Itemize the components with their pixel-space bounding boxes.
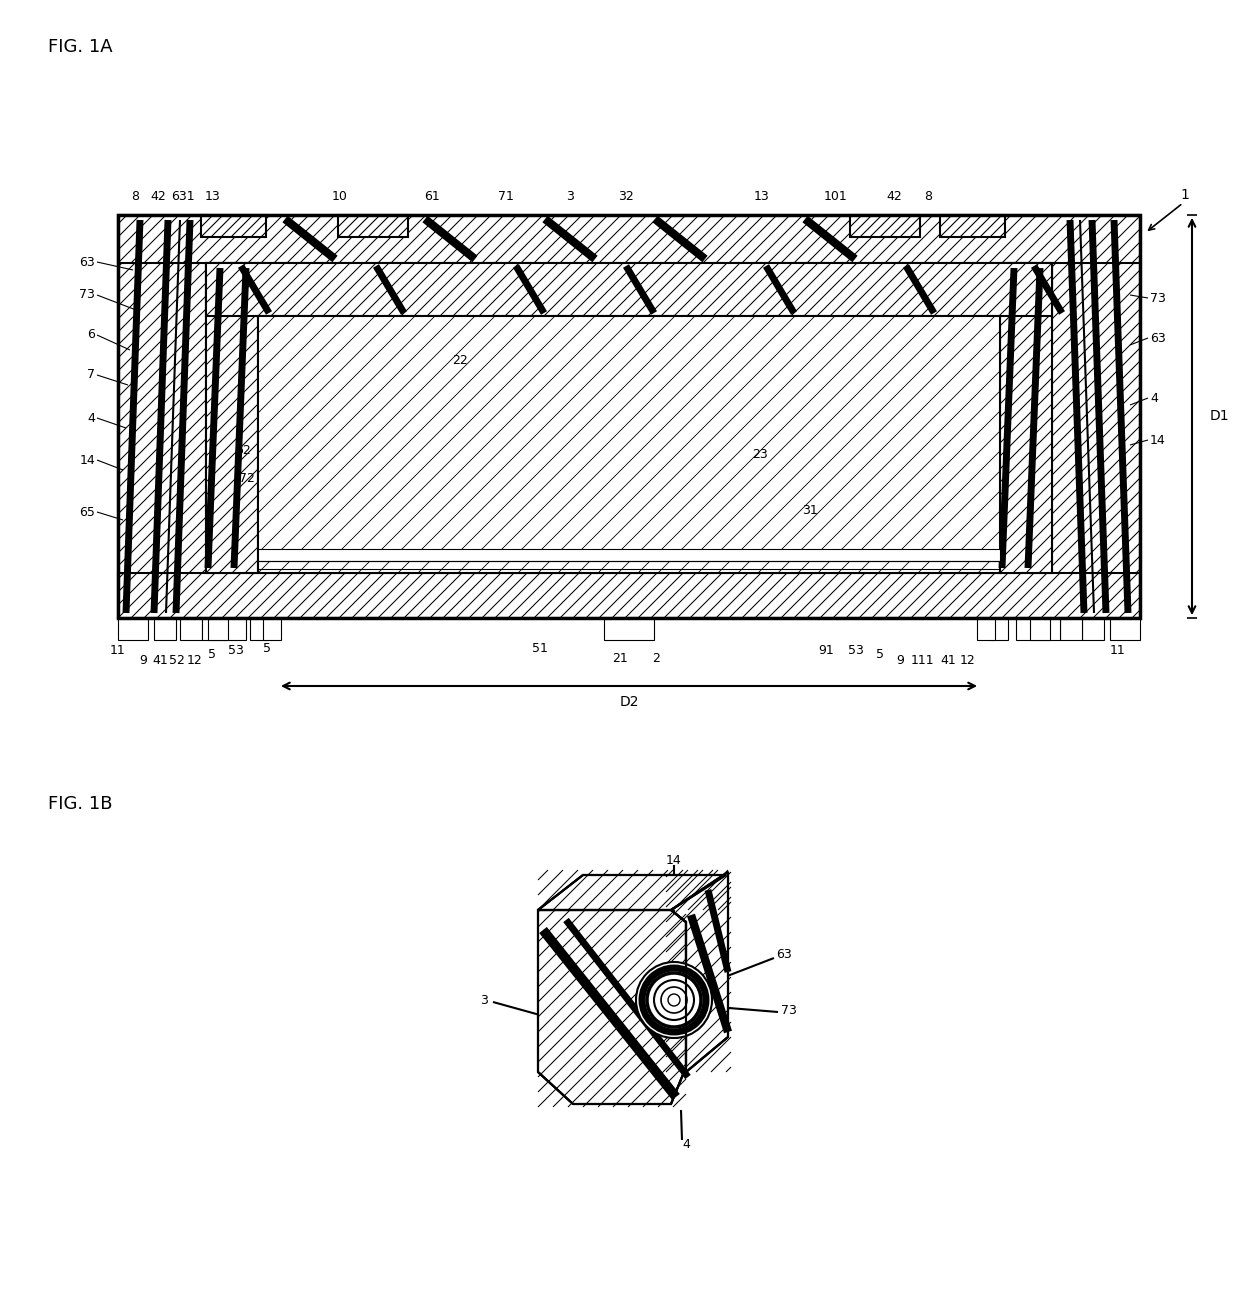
Bar [118,215,206,618]
Text: 10: 10 [332,190,348,203]
Circle shape [636,962,712,1038]
Text: 63: 63 [776,948,792,961]
Text: 73: 73 [1149,292,1166,305]
Bar [201,215,267,237]
Text: 1: 1 [1180,188,1189,202]
Text: 4: 4 [1149,391,1158,404]
Bar [224,618,246,640]
Text: 2: 2 [652,652,660,665]
Text: 14: 14 [1149,433,1166,446]
Text: 41: 41 [153,653,167,666]
Text: 72: 72 [239,472,255,485]
Text: 13: 13 [754,190,770,203]
Text: 73: 73 [781,1004,797,1017]
Polygon shape [671,872,728,1072]
Text: 73: 73 [79,288,95,301]
Text: 21: 21 [613,652,627,665]
Bar [118,215,1140,618]
Bar [1030,618,1050,640]
Bar [1060,618,1083,640]
Text: 31: 31 [802,503,818,516]
Text: 53: 53 [228,643,244,656]
Bar [1016,618,1038,640]
Bar [154,618,176,640]
Text: 3: 3 [567,190,574,203]
Text: 5: 5 [875,648,884,661]
Text: 9: 9 [897,653,904,666]
Bar [849,215,920,237]
Text: 13: 13 [205,190,221,203]
Text: 4: 4 [682,1137,689,1150]
Bar [118,215,1140,263]
Circle shape [668,994,680,1005]
Circle shape [661,987,687,1013]
Bar [1083,618,1104,640]
Text: 61: 61 [424,190,440,203]
Bar [258,549,999,561]
Text: 101: 101 [825,190,848,203]
Text: 23: 23 [753,449,768,462]
Bar [202,618,224,640]
Text: D1: D1 [1210,409,1230,422]
Text: 4: 4 [87,412,95,425]
Text: 111: 111 [910,653,934,666]
Text: 65: 65 [79,506,95,519]
Text: 63: 63 [1149,331,1166,344]
Text: 71: 71 [498,190,513,203]
Text: 63: 63 [79,256,95,269]
Bar [977,618,994,640]
Text: 631: 631 [171,190,195,203]
Text: 52: 52 [169,653,185,666]
Bar [604,618,653,640]
Bar [999,263,1052,572]
Text: 6: 6 [87,329,95,342]
Text: 8: 8 [131,190,139,203]
Text: FIG. 1A: FIG. 1A [48,38,113,56]
Text: 14: 14 [666,854,682,866]
Text: 42: 42 [150,190,166,203]
Text: 3: 3 [480,994,489,1007]
Polygon shape [538,875,725,910]
Text: 41: 41 [940,653,956,666]
Text: 53: 53 [848,643,864,656]
Text: 91: 91 [818,643,833,656]
Bar [1110,618,1140,640]
Polygon shape [538,910,686,1104]
Bar [206,263,1052,316]
Text: D2: D2 [619,695,639,709]
Text: 32: 32 [618,190,634,203]
Text: 62: 62 [236,443,250,456]
Bar [118,572,1140,618]
Circle shape [653,981,694,1020]
Bar [206,263,258,572]
Text: 12: 12 [187,653,203,666]
Text: FIG. 1B: FIG. 1B [48,795,113,812]
Bar [263,618,281,640]
Text: 8: 8 [924,190,932,203]
Bar [180,618,202,640]
Text: 11: 11 [110,643,126,656]
Bar [1038,618,1060,640]
Text: 42: 42 [887,190,901,203]
Bar [250,618,268,640]
Bar [258,316,999,572]
Text: 51: 51 [532,642,548,655]
Bar [339,215,408,237]
Bar [208,618,228,640]
Bar [1052,215,1140,618]
Text: 11: 11 [1110,643,1126,656]
Text: 14: 14 [79,454,95,467]
Text: 12: 12 [960,653,976,666]
Bar [118,618,148,640]
Text: 22: 22 [453,353,467,366]
Text: 9: 9 [139,653,146,666]
Text: 5: 5 [263,642,272,655]
Bar [940,215,1004,237]
Circle shape [647,973,701,1028]
Text: 5: 5 [208,648,216,661]
Text: 7: 7 [87,369,95,382]
Bar [990,618,1008,640]
